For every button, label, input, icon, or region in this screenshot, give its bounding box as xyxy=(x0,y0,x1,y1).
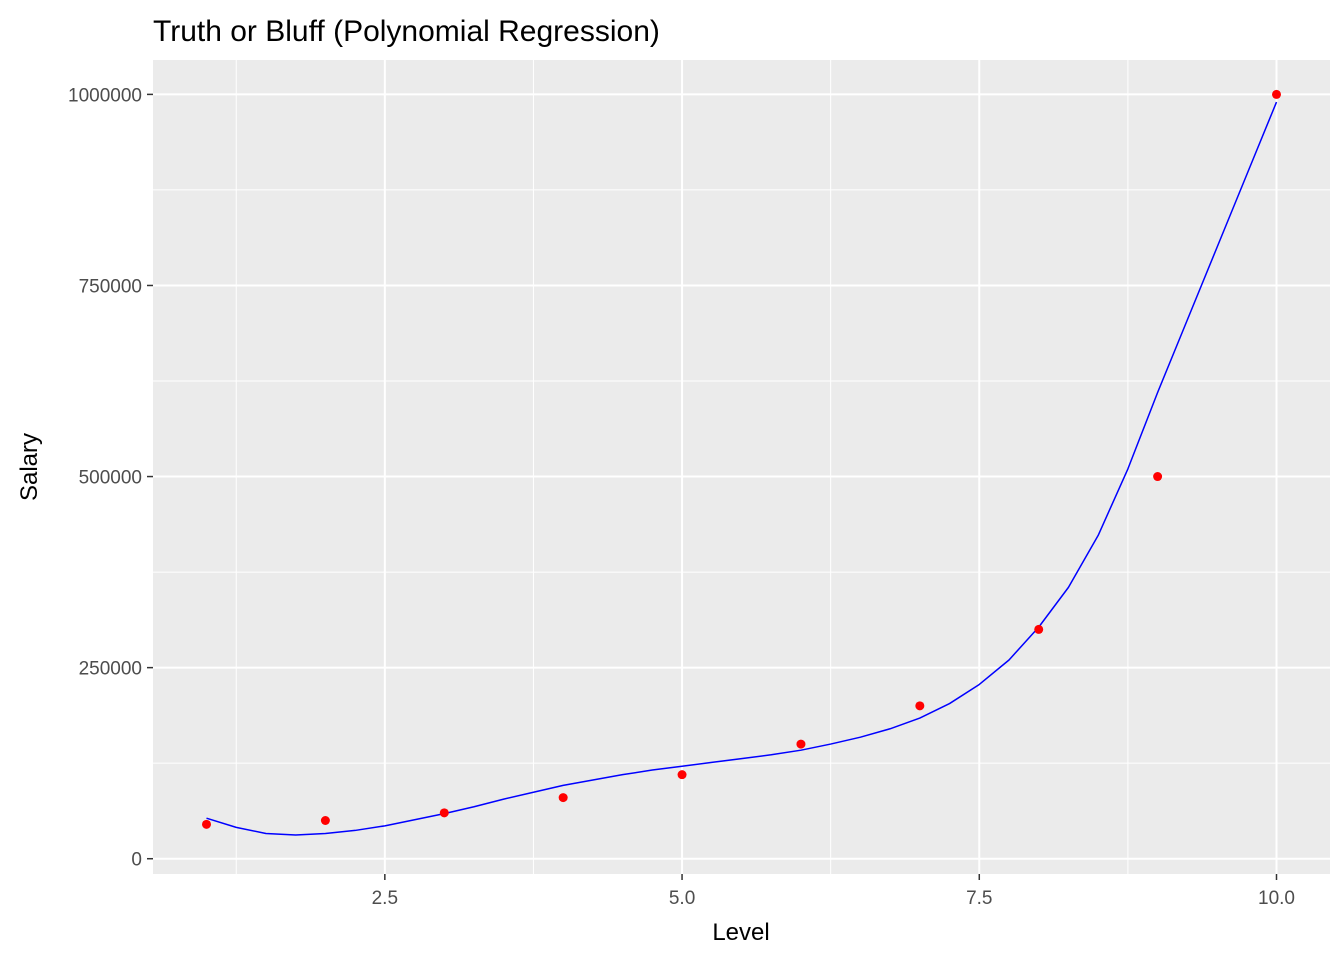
x-tick-label: 5.0 xyxy=(669,888,695,909)
data-point xyxy=(320,815,330,825)
data-point xyxy=(1272,89,1281,99)
y-axis-ticks: 0 250000 500000 750000 1000000 xyxy=(68,85,153,871)
x-tick-label: 2.5 xyxy=(372,888,398,909)
chart-title: Truth or Bluff (Polynomial Regression) xyxy=(153,15,660,48)
grid-minor xyxy=(153,60,1330,874)
data-point xyxy=(202,819,211,829)
plot-panel xyxy=(153,60,1330,874)
data-point xyxy=(796,739,806,749)
data-point xyxy=(1153,472,1163,482)
y-tick-label: 1000000 xyxy=(68,85,142,106)
data-points-series xyxy=(202,89,1281,829)
x-tick-label: 7.5 xyxy=(966,888,992,909)
data-point xyxy=(558,793,568,803)
x-axis-title: Level xyxy=(712,919,769,946)
data-point xyxy=(439,808,449,818)
grid-major xyxy=(153,60,1330,874)
regression-line xyxy=(206,101,1278,836)
y-tick-label: 0 xyxy=(131,850,142,871)
data-point xyxy=(1034,624,1044,634)
y-tick-label: 250000 xyxy=(79,659,142,680)
x-tick-label: 10.0 xyxy=(1258,888,1295,909)
y-tick-label: 750000 xyxy=(79,276,142,297)
y-tick-label: 500000 xyxy=(79,468,142,489)
x-axis-ticks: 2.5 5.0 7.5 10.0 xyxy=(372,874,1295,909)
regression-line-series xyxy=(206,101,1278,836)
y-axis-title: Salary xyxy=(16,433,43,501)
data-point xyxy=(915,701,925,711)
data-point xyxy=(677,770,687,780)
